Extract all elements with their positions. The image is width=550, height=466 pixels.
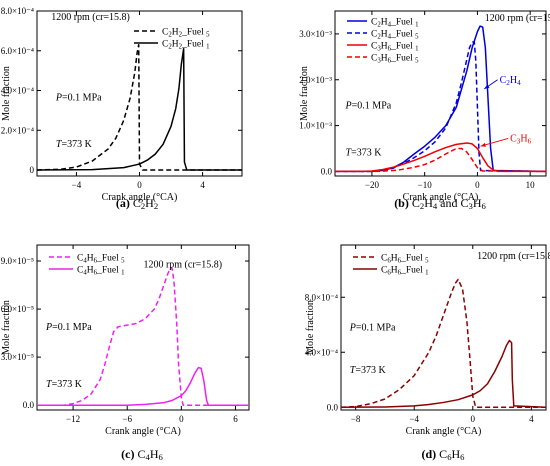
y-axis-label: Mole fraction	[1, 66, 12, 121]
plot-frame	[36, 244, 250, 411]
annotation-text: 1200 rpm (cr=15.8)	[143, 259, 222, 270]
annotation-text: P=0.1 MPa	[349, 322, 396, 333]
callout-label: C2​H4​	[500, 75, 521, 87]
x-tick-label: 0	[179, 414, 184, 424]
series-line	[37, 48, 242, 171]
y-tick-label: 0.0	[321, 166, 333, 176]
legend-label: C3​H6​_Fuel 5​	[371, 54, 419, 65]
panel-a-chart: −4 0 4 0 2.0×10⁻⁴ 4.0×10⁻⁴ 6.0×10⁻⁴ 8.0×10⁻⁴ Cra…	[1, 6, 243, 211]
series-group	[37, 44, 242, 171]
legend: C4​H6​_Fuel 5​C4​H6​_Fuel 1​	[49, 254, 125, 277]
panel-d-chart: −8 −4 0 4 0.0 4.0×10⁻⁴ 8.0×10⁻⁴ Crank angle (°C…	[305, 244, 550, 462]
y-tick-label: 9.0×10⁻⁵	[1, 256, 34, 266]
y-tick-label: 2.0×10⁻⁴	[1, 125, 34, 135]
annotation-text: P=0.1 MPa	[345, 101, 392, 112]
x-tick-label: 6	[233, 414, 238, 424]
legend: C6​H6​_Fuel 5​C6​H6​_Fuel 1​	[353, 254, 429, 277]
legend-label: C6​H6​_Fuel 5​	[381, 254, 429, 265]
x-tick-label: −12	[66, 414, 80, 424]
y-tick-label: 6.0×10⁻⁵	[1, 304, 34, 314]
x-axis-label: Crank angle (°CA)	[406, 426, 482, 437]
legend: C2​H2​_Fuel 5​C2​H2​_Fuel 1​	[134, 28, 210, 51]
plot-frame	[334, 10, 547, 177]
callout-arrowhead	[484, 84, 490, 89]
legend: C2​H4​_Fuel 1​C2​H4​_Fuel 5​C3​H6​_Fuel …	[347, 18, 419, 65]
x-axis-label: Crank angle (°CA)	[403, 192, 479, 203]
y-tick-label: 3.0×10⁻⁵	[1, 352, 34, 362]
annotation-text: 1200 rpm (cr=15.8)	[51, 12, 130, 23]
callout-label: C3​H6​	[510, 133, 532, 145]
series-line	[341, 339, 546, 408]
annotation-text: P=0.1 MPa	[45, 322, 92, 333]
plot-frame	[340, 244, 547, 411]
y-tick-label: 2.0×10⁻³	[299, 75, 332, 85]
y-tick-label: 0.0	[327, 402, 339, 412]
x-tick-label: 4	[529, 414, 534, 424]
legend-label: C4​H6​_Fuel 5​	[77, 254, 125, 265]
series-line	[335, 147, 546, 173]
series-group	[341, 278, 546, 408]
x-tick-label: 0	[471, 414, 476, 424]
series-line	[37, 44, 242, 171]
y-tick-label: 0	[30, 165, 35, 175]
y-tick-label: 4.0×10⁻⁴	[1, 86, 34, 96]
y-axis-label: Mole fraction	[305, 300, 316, 355]
annotation-text: T=373 K	[56, 139, 93, 150]
x-tick-label: 0	[475, 180, 480, 190]
legend-label: C2​H2​_Fuel 1​	[162, 40, 210, 51]
series-line	[341, 278, 546, 408]
annotation-text: 1200 rpm (cr=15.8)	[477, 251, 550, 262]
panel-caption: (c) C4​H6​	[121, 447, 163, 462]
series-group	[335, 25, 546, 173]
callout-arrowhead	[480, 142, 486, 147]
annotation-text: T=373 K	[346, 147, 383, 158]
x-axis-label: Crank angle (°CA)	[102, 192, 178, 203]
legend-label: C2​H4​_Fuel 5​	[371, 30, 419, 41]
x-tick-label: 0	[137, 180, 142, 190]
y-tick-label: 0.0	[23, 400, 35, 410]
y-tick-label: 8.0×10⁻⁴	[305, 292, 338, 302]
panel-caption: (a) C2​H2​	[116, 196, 158, 211]
panel-caption: (d) C6​H6​	[422, 447, 466, 462]
y-tick-label: 3.0×10⁻³	[299, 29, 332, 39]
x-tick-label: −6	[122, 414, 132, 424]
y-axis-label: Mole fraction	[299, 66, 310, 121]
y-tick-label: 4.0×10⁻⁴	[305, 347, 338, 357]
legend-label: C3​H6​_Fuel 1​	[371, 42, 419, 53]
x-tick-label: −20	[365, 180, 380, 190]
y-tick-label: 8.0×10⁻⁴	[1, 6, 34, 16]
x-tick-label: 10	[526, 180, 536, 190]
series-group	[37, 266, 249, 406]
x-tick-label: −8	[351, 414, 361, 424]
x-axis-label: Crank angle (°CA)	[105, 426, 181, 437]
x-tick-label: −4	[72, 180, 82, 190]
legend-label: C4​H6​_Fuel 1​	[77, 266, 125, 277]
x-tick-label: −4	[409, 414, 419, 424]
annotation-text: 1200 rpm (cr=15.8)	[485, 13, 550, 24]
y-tick-label: 6.0×10⁻⁴	[1, 46, 34, 56]
legend-label: C6​H6​_Fuel 1​	[381, 266, 429, 277]
annotation-text: T=373 K	[46, 379, 83, 390]
y-axis-label: Mole fraction	[1, 300, 12, 355]
series-line	[37, 266, 249, 406]
series-line	[37, 366, 249, 406]
annotation-text: P=0.1 MPa	[55, 92, 102, 103]
legend-label: C2​H2​_Fuel 5​	[162, 28, 210, 39]
y-tick-label: 1.0×10⁻³	[299, 121, 332, 131]
panel-c-chart: −12 −6 0 6 0.0 3.0×10⁻⁵ 6.0×10⁻⁵ 9.0×10⁻⁵ Crank …	[1, 244, 250, 462]
annotation-text: T=373 K	[350, 365, 387, 376]
x-tick-label: −10	[418, 180, 433, 190]
series-line	[335, 142, 546, 173]
x-tick-label: 4	[200, 180, 205, 190]
panel-b-chart: −20 −10 0 10 0.0 1.0×10⁻³ 2.0×10⁻³ 3.0×10⁻³ Cran…	[299, 10, 550, 211]
panel-caption: (b) C2​H4​ and C3​H6​	[394, 196, 486, 211]
legend-label: C2​H4​_Fuel 1​	[371, 18, 419, 29]
